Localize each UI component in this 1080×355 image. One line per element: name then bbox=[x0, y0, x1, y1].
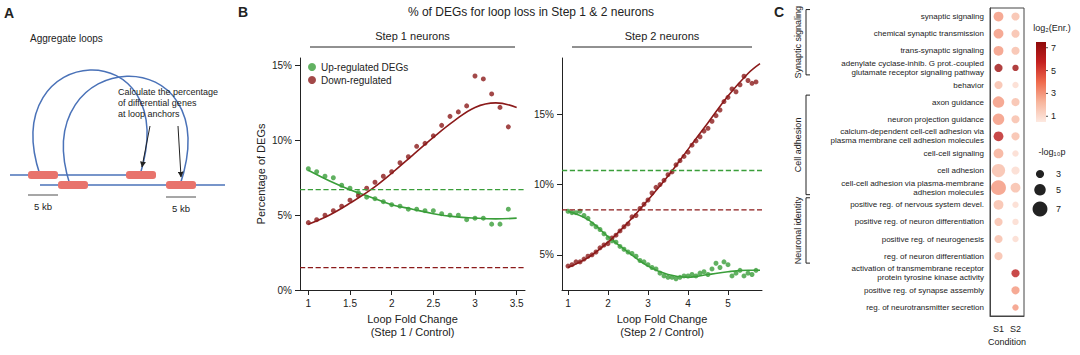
svg-text:Down-regulated: Down-regulated bbox=[321, 75, 392, 86]
svg-text:Neuronal identity: Neuronal identity bbox=[793, 196, 803, 264]
svg-text:adhesion molecules: adhesion molecules bbox=[913, 188, 984, 197]
svg-text:Synaptic signaling: Synaptic signaling bbox=[793, 6, 803, 79]
svg-text:5%: 5% bbox=[540, 249, 555, 260]
svg-text:Condition: Condition bbox=[988, 337, 1026, 347]
svg-text:5 kb: 5 kb bbox=[172, 203, 190, 214]
svg-text:7: 7 bbox=[1056, 204, 1061, 214]
svg-text:reg. of neurotransmitter secre: reg. of neurotransmitter secretion bbox=[866, 303, 984, 312]
svg-text:5 kb: 5 kb bbox=[34, 201, 52, 212]
svg-text:10%: 10% bbox=[272, 135, 292, 146]
svg-text:0%: 0% bbox=[278, 285, 293, 296]
svg-text:% of DEGs for loop loss in Ste: % of DEGs for loop loss in Step 1 & 2 ne… bbox=[408, 5, 654, 19]
svg-text:(Step 2 / Control): (Step 2 / Control) bbox=[620, 326, 704, 338]
svg-text:Cell adhesion: Cell adhesion bbox=[793, 118, 803, 173]
svg-text:S2: S2 bbox=[1010, 324, 1021, 334]
svg-text:B: B bbox=[238, 4, 248, 20]
svg-text:Calculate the percentageof dif: Calculate the percentageof differential … bbox=[118, 87, 218, 119]
svg-text:3: 3 bbox=[645, 298, 651, 309]
svg-text:10%: 10% bbox=[534, 179, 554, 190]
svg-text:3: 3 bbox=[1056, 169, 1061, 179]
svg-text:positive reg. of nervous syste: positive reg. of nervous system devel. bbox=[850, 200, 984, 209]
svg-text:adenylate cyclase-inhib. G pro: adenylate cyclase-inhib. G prot.-coupled bbox=[841, 59, 984, 68]
svg-text:2: 2 bbox=[389, 298, 395, 309]
svg-text:5: 5 bbox=[1051, 66, 1056, 76]
svg-text:1: 1 bbox=[565, 298, 571, 309]
svg-text:activation of transmembrane re: activation of transmembrane receptor bbox=[851, 264, 984, 273]
svg-text:Up-regulated DEGs: Up-regulated DEGs bbox=[321, 62, 408, 73]
svg-text:trans-synaptic signaling: trans-synaptic signaling bbox=[900, 46, 984, 55]
svg-text:1: 1 bbox=[1051, 111, 1056, 121]
svg-text:protein tyrosine kinase activi: protein tyrosine kinase activity bbox=[877, 273, 984, 282]
svg-text:3: 3 bbox=[472, 298, 478, 309]
svg-text:5: 5 bbox=[725, 298, 731, 309]
svg-text:Loop Fold Change: Loop Fold Change bbox=[617, 313, 708, 325]
svg-text:2.5: 2.5 bbox=[426, 298, 440, 309]
svg-text:Percentage of DEGs: Percentage of DEGs bbox=[255, 123, 267, 224]
svg-text:-log₁₀p: -log₁₀p bbox=[1039, 147, 1066, 157]
svg-text:Aggregate loops: Aggregate loops bbox=[30, 33, 103, 44]
svg-text:5: 5 bbox=[1056, 185, 1061, 195]
svg-text:3: 3 bbox=[1051, 88, 1056, 98]
svg-text:positive reg. of neuron differ: positive reg. of neuron differentiation bbox=[855, 217, 984, 226]
svg-text:C: C bbox=[774, 4, 784, 20]
svg-text:Step 2 neurons: Step 2 neurons bbox=[625, 30, 700, 42]
svg-text:reg. of neuron differentiation: reg. of neuron differentiation bbox=[884, 252, 984, 261]
svg-text:log₂(Enr.): log₂(Enr.) bbox=[1033, 23, 1071, 33]
svg-text:1.5: 1.5 bbox=[343, 298, 357, 309]
svg-text:(Step 1 / Control): (Step 1 / Control) bbox=[371, 326, 455, 338]
svg-text:behavior: behavior bbox=[953, 81, 984, 90]
svg-text:5%: 5% bbox=[278, 210, 293, 221]
svg-text:positive reg. of neurogenesis: positive reg. of neurogenesis bbox=[882, 235, 984, 244]
svg-text:Step 1 neurons: Step 1 neurons bbox=[375, 30, 450, 42]
svg-text:Loop Fold Change: Loop Fold Change bbox=[367, 313, 458, 325]
svg-text:glutamate receptor signaling p: glutamate receptor signaling pathway bbox=[851, 68, 984, 77]
svg-text:7: 7 bbox=[1051, 43, 1056, 53]
svg-text:3.5: 3.5 bbox=[510, 298, 524, 309]
svg-text:neuron projection guidance: neuron projection guidance bbox=[887, 115, 984, 124]
svg-text:1: 1 bbox=[306, 298, 312, 309]
svg-text:synaptic signaling: synaptic signaling bbox=[921, 12, 984, 21]
svg-text:15%: 15% bbox=[272, 60, 292, 71]
svg-text:chemical synaptic transmission: chemical synaptic transmission bbox=[874, 29, 984, 38]
svg-text:4: 4 bbox=[685, 298, 691, 309]
svg-text:cell adhesion: cell adhesion bbox=[937, 166, 984, 175]
svg-text:positive reg. of synapse assem: positive reg. of synapse assembly bbox=[864, 286, 984, 295]
svg-text:axon guidance: axon guidance bbox=[932, 98, 985, 107]
svg-text:A: A bbox=[4, 5, 14, 21]
svg-text:2: 2 bbox=[605, 298, 611, 309]
svg-text:plasma membrane cell adhesion: plasma membrane cell adhesion molecules bbox=[831, 136, 984, 145]
svg-text:cell-cell adhesion via plasma-: cell-cell adhesion via plasma-membrane bbox=[841, 179, 984, 188]
svg-text:S1: S1 bbox=[993, 324, 1004, 334]
svg-text:cell-cell signaling: cell-cell signaling bbox=[924, 149, 984, 158]
svg-text:15%: 15% bbox=[534, 109, 554, 120]
svg-text:calcium-dependent cell-cell ad: calcium-dependent cell-cell adhesion via bbox=[840, 127, 984, 136]
